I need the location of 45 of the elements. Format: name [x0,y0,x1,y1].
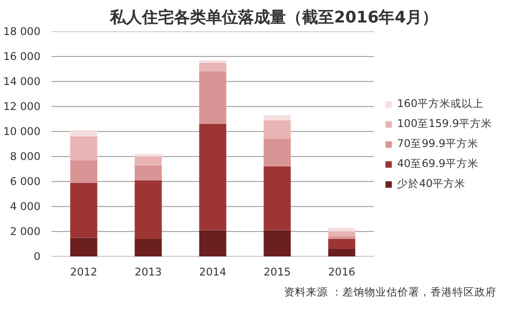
bar [264,166,291,230]
legend-label: 40至69.9平方米 [397,156,478,170]
bar [328,249,356,256]
bar [134,180,162,239]
bar [199,124,226,230]
bar [70,238,98,256]
x-tick-label: 2013 [134,266,162,278]
y-tick-label: 4 000 [10,200,41,213]
legend-label: 少於40平方米 [397,176,466,190]
legend-label: 70至99.9平方米 [397,136,478,150]
y-tick-label: 16 000 [3,50,41,63]
bar [264,139,291,166]
bar [134,239,162,256]
x-tick-label: 2012 [70,266,98,278]
y-tick-label: 12 000 [3,100,41,113]
bar [328,239,356,249]
bar [134,165,162,180]
y-tick-label: 8 000 [10,150,41,163]
bar [264,120,291,139]
bar [199,60,226,63]
y-tick-label: 0 [34,250,41,263]
y-tick-label: 6 000 [10,175,41,188]
bar [70,136,98,160]
y-tick-label: 14 000 [3,75,41,88]
x-tick-label: 2016 [328,266,356,278]
bar [264,230,291,256]
legend-label: 100至159.9平方米 [397,116,492,130]
chart-title: 私人住宅各类单位落成量（截至2016年4月） [109,8,438,26]
bar [199,230,226,256]
y-tick-label: 10 000 [3,125,41,138]
bar [70,160,98,183]
x-tick-label: 2014 [199,266,227,278]
bar [199,72,226,124]
bar [134,156,162,166]
bar [328,232,356,236]
bar [328,228,356,232]
text: 资料来源 ：差饷物业估价署，香港特区政府 [284,286,497,298]
bar [70,182,98,238]
y-tick-label: 18 000 [3,25,41,38]
legend-label: 160平方米或以上 [397,96,484,110]
bar [199,62,226,72]
y-tick-label: 2 000 [10,225,41,238]
bar [70,130,98,136]
bar [264,115,291,120]
x-tick-label: 2015 [264,266,291,278]
